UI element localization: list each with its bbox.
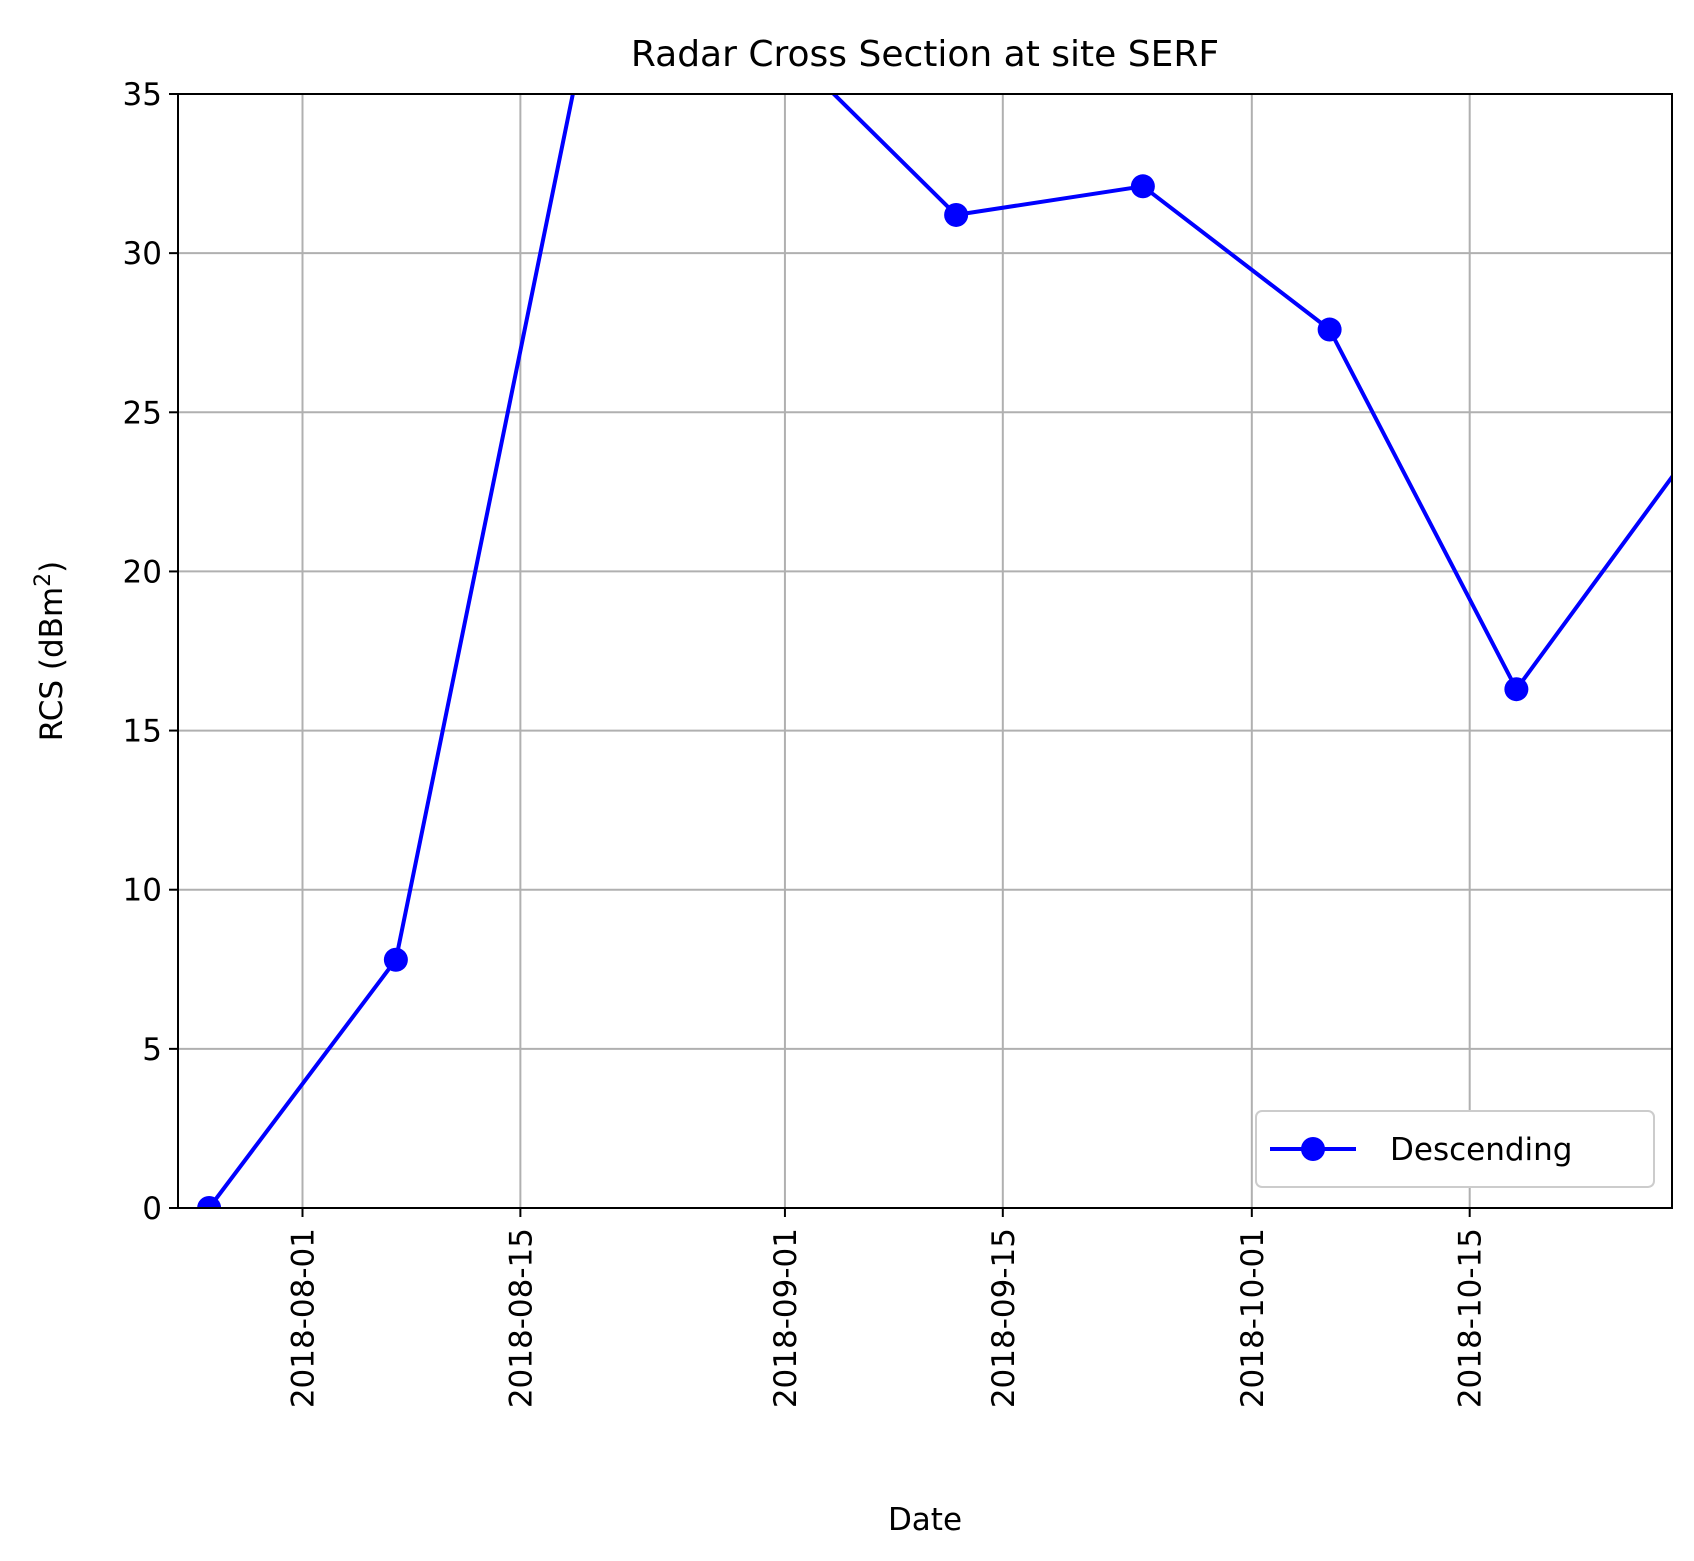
y-tick-label: 15	[123, 714, 162, 750]
data-point	[571, 34, 595, 58]
y-tick-label: 20	[123, 554, 162, 590]
plot-frame	[177, 93, 1673, 1209]
x-tick-label: 2018-09-15	[986, 1228, 1022, 1408]
legend-label-descending: Descending	[1390, 1132, 1572, 1168]
x-tick-label: 2018-08-15	[503, 1228, 539, 1408]
y-tick-label: 30	[123, 236, 162, 272]
chart-title: Radar Cross Section at site SERF	[631, 34, 1219, 75]
legend: Descending	[1255, 1110, 1655, 1188]
data-point	[1130, 174, 1155, 199]
y-tick-label: 25	[123, 395, 162, 431]
x-tick-label: 2018-10-15	[1453, 1228, 1489, 1408]
data-point	[944, 202, 969, 227]
y-tick-label: 0	[142, 1191, 162, 1227]
y-axis-label-superscript: 2	[31, 573, 56, 587]
y-axis-label-suffix: )	[34, 561, 70, 573]
y-tick-label: 10	[123, 873, 162, 909]
axis-ticks: 0 5 10 15 20 25 30 35 2018-08-01 2018-08-15 2018-0…	[123, 77, 1489, 1408]
legend-marker	[1301, 1137, 1325, 1161]
x-tick-label: 2018-09-01	[768, 1228, 804, 1408]
y-tick-label: 5	[142, 1032, 162, 1068]
x-tick-label: 2018-10-01	[1235, 1228, 1271, 1408]
x-tick-label: 2018-08-01	[286, 1228, 322, 1408]
data-point	[383, 947, 408, 972]
x-axis-label: Date	[888, 1502, 962, 1538]
data-point	[1504, 677, 1529, 702]
y-axis-label: RCS (dBm2)	[31, 561, 70, 742]
y-axis-label-main: RCS (dBm	[34, 587, 70, 741]
data-point	[197, 1196, 222, 1208]
series-layer	[197, 34, 1672, 1208]
data-point	[1317, 317, 1342, 342]
grid	[178, 93, 1672, 1209]
legend-box	[1255, 1110, 1655, 1188]
y-tick-label: 35	[123, 77, 162, 113]
